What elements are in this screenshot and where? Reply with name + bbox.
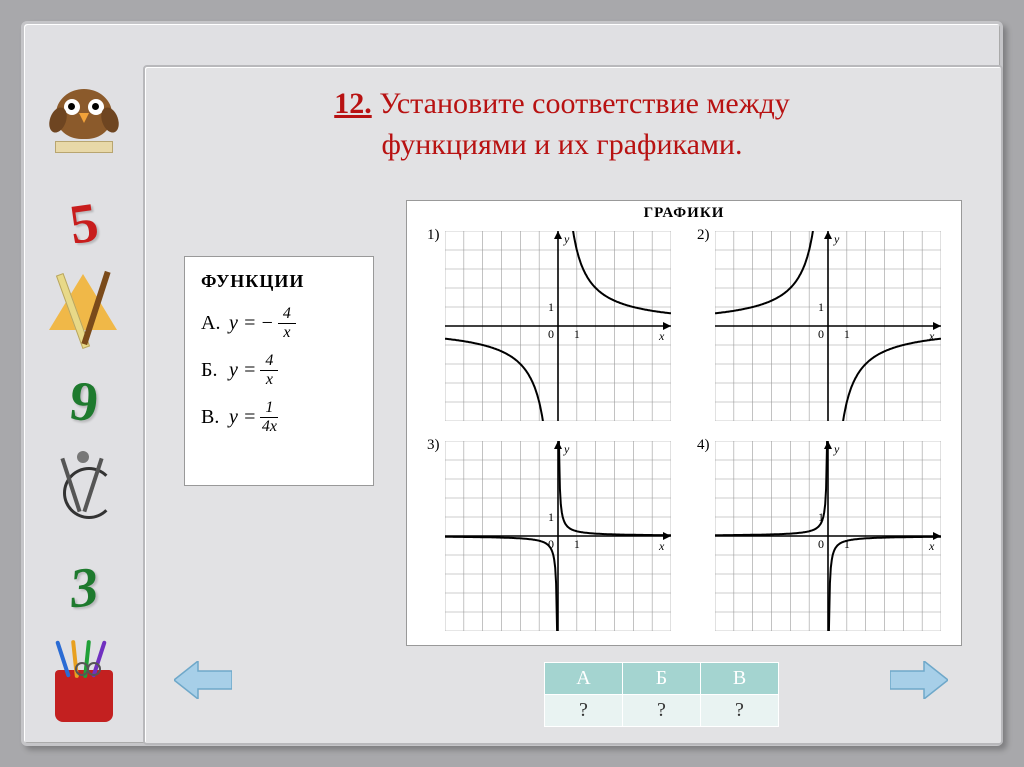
next-button[interactable] (890, 661, 948, 699)
compass-icon (47, 450, 121, 536)
svg-text:y: y (563, 232, 570, 246)
answer-headers: А Б В (545, 663, 779, 695)
graph-number: 3) (427, 437, 440, 454)
graph-plot: y x 0 1 1 (445, 231, 671, 421)
digit-3-icon: 3 (66, 555, 101, 622)
answer-header-b: Б (623, 663, 701, 695)
svg-text:x: x (928, 539, 935, 553)
graph-number: 1) (427, 227, 440, 244)
triangle-ruler-icon (45, 270, 123, 348)
svg-text:1: 1 (574, 537, 580, 551)
answer-header-v: В (701, 663, 779, 695)
svg-text:1: 1 (548, 300, 554, 314)
owl-icon (48, 74, 120, 154)
functions-panel: ФУНКЦИИ А.y =−4xБ.y =4xВ.y =14x (184, 256, 374, 486)
functions-heading: ФУНКЦИИ (201, 271, 357, 292)
function-equation: y =4x (229, 353, 278, 388)
function-row: В.y =14x (201, 400, 357, 435)
graphs-panel: ГРАФИКИ 1) y x 0 1 1 2) y x 0 1 1 3) y x 0 1 1 4) y x 0 1 1 (406, 200, 962, 646)
svg-text:1: 1 (844, 537, 850, 551)
svg-text:x: x (658, 539, 665, 553)
svg-text:y: y (833, 232, 840, 246)
digit-5-icon: 5 (65, 190, 102, 257)
function-row: А.y =−4x (201, 306, 357, 341)
svg-text:0: 0 (548, 327, 554, 341)
graphs-heading: ГРАФИКИ (407, 205, 961, 222)
prev-button[interactable] (174, 661, 232, 699)
function-label: А. (201, 312, 229, 335)
graph-plot: yx011 (445, 441, 671, 631)
svg-text:y: y (833, 442, 840, 456)
title-line-1: Установите соответствие между (379, 87, 790, 120)
svg-text:1: 1 (548, 510, 554, 524)
svg-text:0: 0 (818, 537, 824, 551)
decoration-sidebar: 5 9 3 (24, 24, 143, 743)
arrow-right-icon (890, 661, 948, 699)
digit-9-icon: 9 (66, 369, 101, 436)
svg-text:x: x (658, 329, 665, 343)
pencil-cup-icon (43, 632, 125, 724)
answer-values: ? ? ? (545, 695, 779, 727)
graph-plot: yx011 (715, 231, 941, 421)
svg-text:y: y (563, 442, 570, 456)
title-line-2: функциями и их графиками. (382, 128, 743, 161)
function-label: Б. (201, 359, 229, 382)
function-equation: y =−4x (229, 306, 296, 341)
graph-cell-1: 1) y x 0 1 1 (427, 227, 675, 425)
graph-cell-4: 4)yx011 (697, 437, 945, 635)
graph-cell-3: 3)yx011 (427, 437, 675, 635)
svg-text:1: 1 (844, 327, 850, 341)
slide-frame: 5 9 3 12. Установите соответст (21, 21, 1003, 746)
svg-text:1: 1 (818, 300, 824, 314)
graph-cell-2: 2)yx011 (697, 227, 945, 425)
answer-cell-v[interactable]: ? (701, 695, 779, 727)
function-equation: y =14x (229, 400, 278, 435)
svg-text:1: 1 (574, 327, 580, 341)
arrow-left-icon (174, 661, 232, 699)
graph-number: 2) (697, 227, 710, 244)
svg-text:0: 0 (818, 327, 824, 341)
answer-cell-b[interactable]: ? (623, 695, 701, 727)
graph-plot: yx011 (715, 441, 941, 631)
function-label: В. (201, 406, 229, 429)
answer-table: А Б В ? ? ? (544, 662, 779, 727)
function-row: Б.y =4x (201, 353, 357, 388)
task-number: 12. (334, 87, 372, 120)
task-title: 12. Установите соответствие между функци… (184, 84, 940, 165)
answer-header-a: А (545, 663, 623, 695)
graph-number: 4) (697, 437, 710, 454)
answer-cell-a[interactable]: ? (545, 695, 623, 727)
